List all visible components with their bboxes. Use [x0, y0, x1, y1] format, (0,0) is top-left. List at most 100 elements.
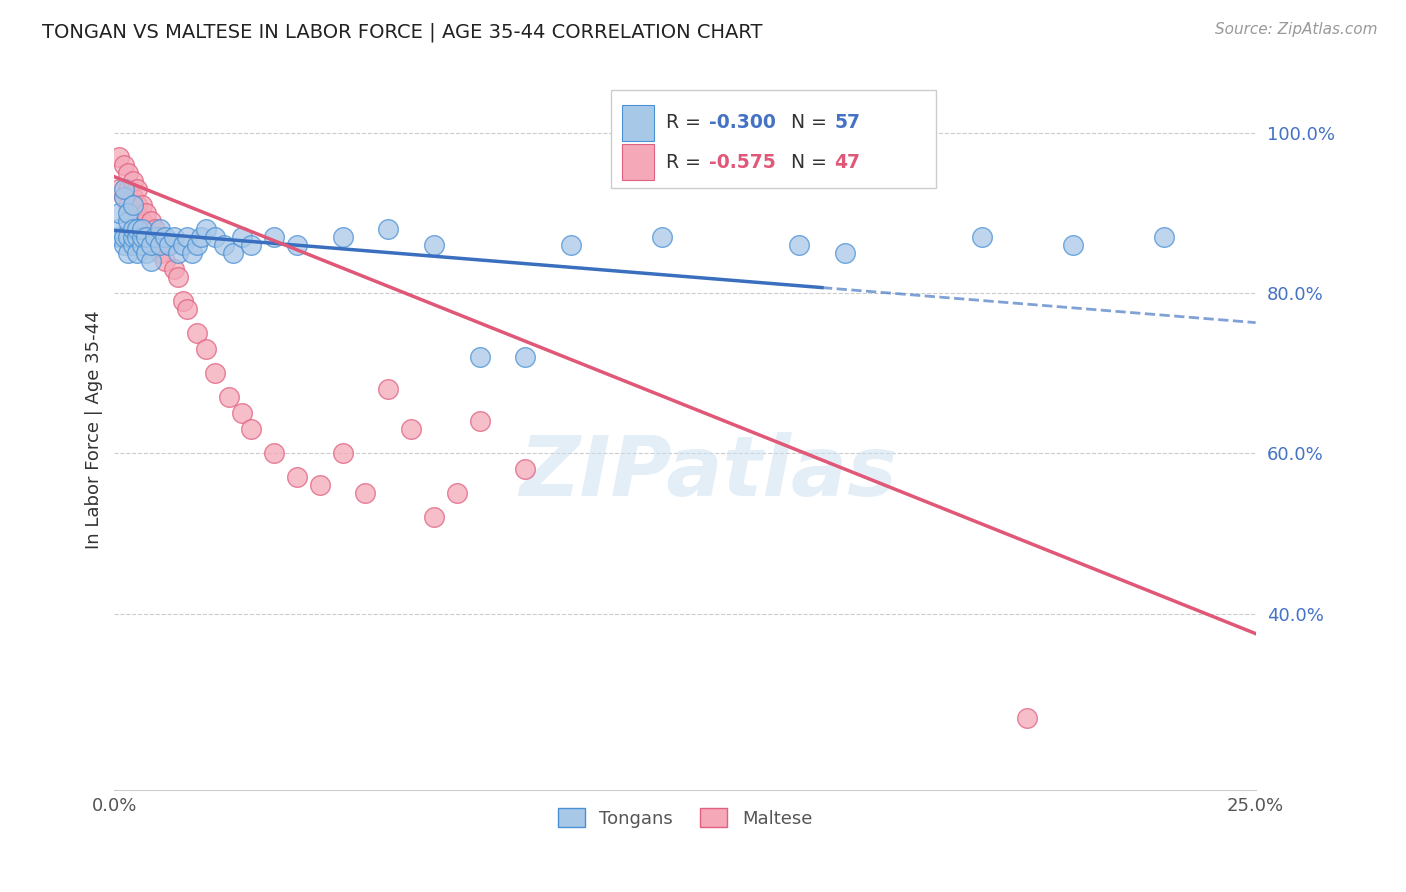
Text: N =: N =: [792, 113, 832, 132]
Point: [127, 206, 149, 220]
Point: [212, 238, 235, 252]
Point: [117, 214, 139, 228]
Point: [149, 245, 172, 260]
Point: [112, 182, 135, 196]
Point: [145, 238, 167, 252]
Legend: Tongans, Maltese: Tongans, Maltese: [551, 801, 820, 835]
Point: [117, 230, 139, 244]
Point: [176, 230, 198, 244]
Point: [112, 190, 135, 204]
Point: [181, 245, 204, 260]
Point: [167, 245, 190, 260]
Point: [117, 182, 139, 196]
Point: [423, 238, 446, 252]
Point: [112, 190, 135, 204]
Point: [121, 230, 143, 244]
Point: [263, 230, 285, 244]
Point: [515, 350, 537, 364]
Point: [176, 301, 198, 316]
Point: [468, 350, 491, 364]
Point: [560, 238, 582, 252]
Point: [163, 230, 186, 244]
Point: [139, 214, 162, 228]
Point: [112, 158, 135, 172]
Point: [285, 470, 308, 484]
Point: [377, 382, 399, 396]
Point: [127, 198, 149, 212]
Point: [149, 230, 172, 244]
Point: [1153, 230, 1175, 244]
Point: [218, 390, 240, 404]
Point: [231, 230, 253, 244]
Point: [263, 446, 285, 460]
FancyBboxPatch shape: [623, 145, 654, 180]
Point: [127, 230, 149, 244]
Text: 57: 57: [835, 113, 860, 132]
Point: [108, 150, 131, 164]
Text: 47: 47: [835, 153, 860, 172]
Point: [399, 422, 422, 436]
Point: [240, 422, 263, 436]
Point: [240, 238, 263, 252]
Point: [135, 245, 157, 260]
Point: [139, 230, 162, 244]
Point: [117, 166, 139, 180]
FancyBboxPatch shape: [610, 90, 936, 187]
Point: [131, 198, 153, 212]
Point: [194, 342, 217, 356]
Point: [117, 245, 139, 260]
Point: [515, 462, 537, 476]
Text: -0.575: -0.575: [709, 153, 776, 172]
Point: [377, 222, 399, 236]
Point: [108, 230, 131, 244]
Point: [139, 238, 162, 252]
Point: [231, 406, 253, 420]
Point: [135, 206, 157, 220]
Point: [108, 206, 131, 220]
Point: [167, 269, 190, 284]
Point: [1017, 711, 1039, 725]
Point: [651, 230, 673, 244]
Point: [190, 230, 212, 244]
Y-axis label: In Labor Force | Age 35-44: In Labor Force | Age 35-44: [86, 310, 103, 549]
Point: [117, 206, 139, 220]
Text: ZIPatlas: ZIPatlas: [519, 432, 897, 513]
Point: [332, 230, 354, 244]
Point: [131, 230, 153, 244]
Point: [157, 238, 180, 252]
Point: [149, 238, 172, 252]
Point: [157, 238, 180, 252]
Point: [131, 214, 153, 228]
Point: [121, 238, 143, 252]
Point: [222, 245, 245, 260]
Point: [153, 253, 176, 268]
Point: [108, 222, 131, 236]
Point: [423, 510, 446, 524]
Text: -0.300: -0.300: [709, 113, 776, 132]
Text: TONGAN VS MALTESE IN LABOR FORCE | AGE 35-44 CORRELATION CHART: TONGAN VS MALTESE IN LABOR FORCE | AGE 3…: [42, 22, 762, 42]
Point: [204, 366, 226, 380]
Point: [172, 238, 194, 252]
Point: [145, 230, 167, 244]
Point: [153, 230, 176, 244]
Point: [149, 222, 172, 236]
FancyBboxPatch shape: [623, 104, 654, 141]
Point: [1062, 238, 1084, 252]
Point: [468, 414, 491, 428]
Point: [834, 245, 856, 260]
Point: [127, 245, 149, 260]
Point: [186, 326, 208, 340]
Text: N =: N =: [792, 153, 832, 172]
Point: [131, 222, 153, 236]
Point: [186, 238, 208, 252]
Point: [285, 238, 308, 252]
Point: [970, 230, 993, 244]
Point: [194, 222, 217, 236]
Text: Source: ZipAtlas.com: Source: ZipAtlas.com: [1215, 22, 1378, 37]
Point: [121, 206, 143, 220]
Point: [127, 222, 149, 236]
Point: [787, 238, 810, 252]
Point: [308, 478, 330, 492]
Point: [108, 182, 131, 196]
Point: [204, 230, 226, 244]
